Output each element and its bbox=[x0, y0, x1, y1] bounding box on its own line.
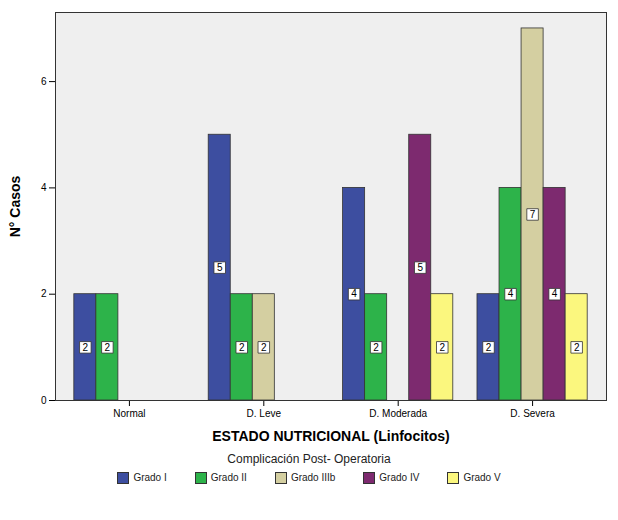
svg-text:7: 7 bbox=[530, 209, 536, 220]
svg-text:D. Severa: D. Severa bbox=[510, 408, 555, 419]
svg-text:2: 2 bbox=[373, 342, 379, 353]
svg-text:D. Leve: D. Leve bbox=[247, 408, 282, 419]
html-text:Grado II: Grado II bbox=[210, 472, 247, 483]
svg-text:4: 4 bbox=[351, 288, 357, 299]
html-text:Complicación Post- Operatoria: Complicación Post- Operatoria bbox=[227, 452, 391, 466]
svg-text:2: 2 bbox=[41, 288, 47, 299]
svg-text:4: 4 bbox=[508, 288, 514, 299]
svg-text:2: 2 bbox=[83, 342, 89, 353]
svg-text:4: 4 bbox=[41, 182, 47, 193]
svg-text:6: 6 bbox=[41, 76, 47, 87]
html-text:Grado IV: Grado IV bbox=[379, 472, 420, 483]
svg-text:Normal: Normal bbox=[113, 408, 145, 419]
svg-text:2: 2 bbox=[486, 342, 492, 353]
svg-text:2: 2 bbox=[239, 342, 245, 353]
svg-text:2: 2 bbox=[105, 342, 111, 353]
svg-text:5: 5 bbox=[217, 262, 223, 273]
svg-text:2: 2 bbox=[439, 342, 445, 353]
svg-text:0: 0 bbox=[41, 395, 47, 406]
html-text:Grado V: Grado V bbox=[463, 472, 501, 483]
svg-text:5: 5 bbox=[417, 262, 423, 273]
svg-text:2: 2 bbox=[574, 342, 580, 353]
svg-text:D. Moderada: D. Moderada bbox=[369, 408, 427, 419]
html-text:Grado I: Grado I bbox=[133, 472, 167, 483]
svg-text:2: 2 bbox=[261, 342, 267, 353]
svg-text:4: 4 bbox=[552, 288, 558, 299]
svg-text:N° Casos: N° Casos bbox=[7, 175, 23, 237]
html-text:Grado IIIb: Grado IIIb bbox=[290, 472, 336, 483]
svg-text:ESTADO NUTRICIONAL (Linfocitos: ESTADO NUTRICIONAL (Linfocitos) bbox=[212, 428, 449, 444]
